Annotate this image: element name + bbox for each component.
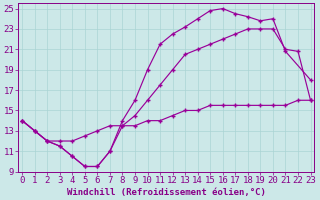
X-axis label: Windchill (Refroidissement éolien,°C): Windchill (Refroidissement éolien,°C) xyxy=(67,188,266,197)
